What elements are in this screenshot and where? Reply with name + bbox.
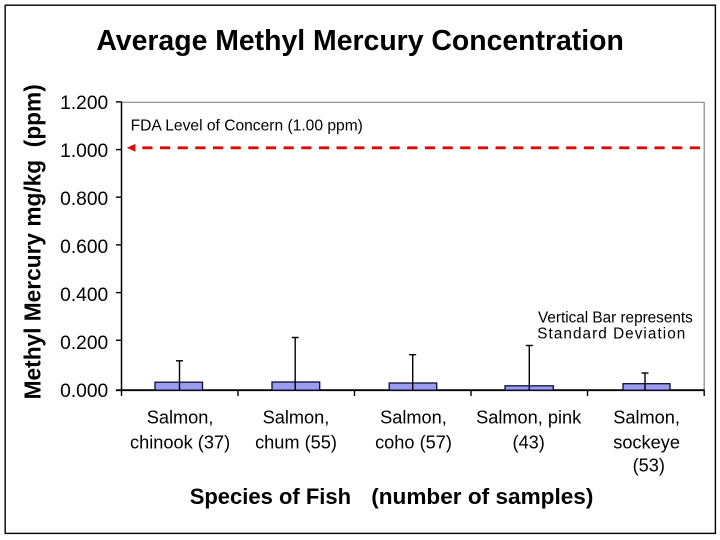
svg-text:FDA Level of Concern (1.00 ppm: FDA Level of Concern (1.00 ppm) — [131, 118, 363, 135]
svg-text:(43): (43) — [513, 432, 545, 452]
svg-text:Methyl Mercury mg/kg (ppm): Methyl Mercury mg/kg (ppm) — [19, 84, 45, 399]
svg-text:1.000: 1.000 — [60, 141, 108, 162]
svg-text:Average Methyl Mercury Concent: Average Methyl Mercury Concentration — [96, 25, 623, 57]
svg-text:1.200: 1.200 — [60, 93, 108, 114]
svg-text:(53): (53) — [633, 456, 665, 476]
svg-text:Salmon, pink: Salmon, pink — [476, 408, 582, 428]
svg-text:0.600: 0.600 — [60, 237, 108, 258]
svg-text:chum (55): chum (55) — [255, 432, 337, 452]
svg-text:0.000: 0.000 — [60, 381, 108, 402]
svg-text:coho (57): coho (57) — [375, 432, 452, 452]
svg-text:(number of samples): (number of samples) — [371, 484, 593, 509]
svg-text:0.800: 0.800 — [60, 189, 108, 210]
svg-text:Salmon,: Salmon, — [380, 408, 447, 428]
svg-text:chinook (37): chinook (37) — [130, 432, 230, 452]
svg-text:Salmon,: Salmon, — [147, 408, 214, 428]
svg-text:sockeye: sockeye — [613, 432, 680, 452]
svg-text:0.200: 0.200 — [60, 333, 108, 354]
svg-text:Species of Fish: Species of Fish — [190, 484, 351, 509]
svg-text:Standard Deviation: Standard Deviation — [537, 326, 686, 343]
svg-text:Vertical Bar represents: Vertical Bar represents — [538, 310, 693, 327]
svg-text:Salmon,: Salmon, — [613, 408, 680, 428]
svg-text:0.400: 0.400 — [60, 285, 108, 306]
svg-text:Salmon,: Salmon, — [263, 408, 330, 428]
